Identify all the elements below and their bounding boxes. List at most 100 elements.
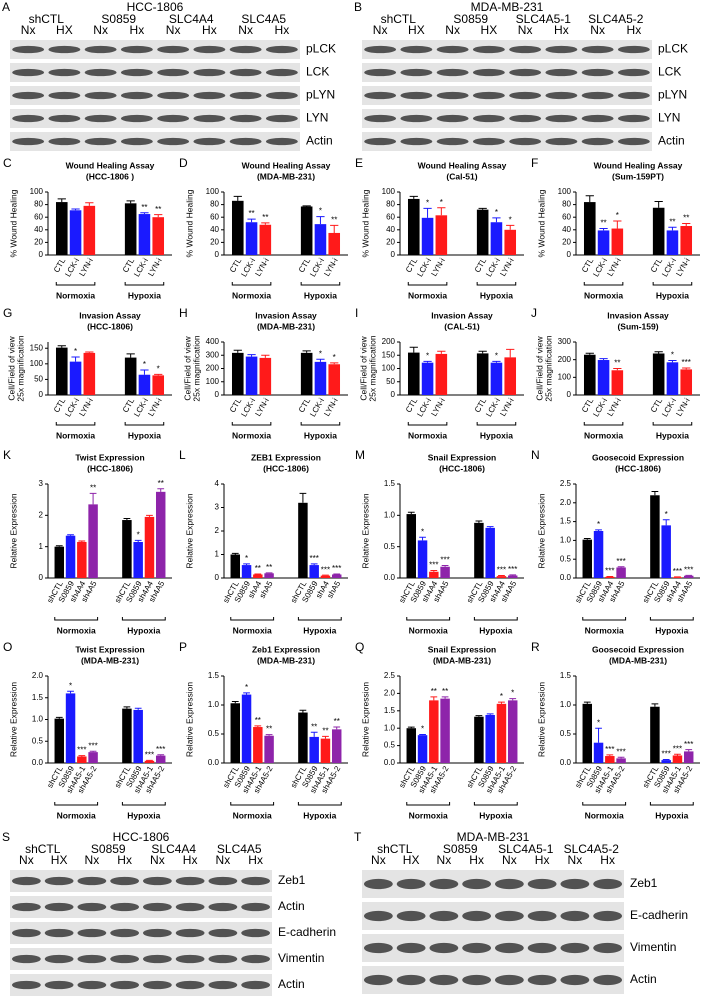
- significance: ***: [605, 745, 614, 754]
- band: [84, 114, 117, 123]
- group-label: Normoxia: [232, 290, 271, 300]
- error-bar: [126, 200, 135, 204]
- band: [110, 902, 140, 912]
- panel-letter: K: [3, 448, 11, 462]
- band: [364, 137, 397, 146]
- blot-group: S0859: [453, 12, 488, 26]
- y-tick-label: 20: [386, 238, 395, 247]
- bar: [440, 698, 450, 763]
- band: [84, 45, 117, 54]
- band: [364, 68, 397, 77]
- significance: **: [683, 214, 689, 223]
- group-label: Normoxia: [584, 290, 623, 300]
- panel-letter: S: [2, 830, 10, 844]
- blot-group: SLC4A5-2: [588, 12, 644, 26]
- significance: *: [511, 689, 514, 698]
- band: [472, 45, 505, 54]
- band: [429, 974, 459, 986]
- band: [472, 114, 505, 123]
- y-axis-label: % Wound Healing: [536, 189, 546, 257]
- band: [617, 137, 650, 146]
- y-tick-label: 0.0: [560, 758, 572, 767]
- x-tick-label: LYN-i: [429, 396, 447, 418]
- group-label: Normoxia: [57, 625, 96, 635]
- band: [208, 902, 238, 912]
- band: [617, 45, 650, 54]
- x-tick-label: LYN-i: [146, 256, 164, 278]
- band: [193, 68, 226, 77]
- y-tick-label: 0: [567, 390, 572, 399]
- blot-row-label: Zeb1: [278, 873, 306, 887]
- blot-lane: Hx: [554, 23, 569, 37]
- blot-row-label: Vimentin: [278, 951, 324, 965]
- bar: [582, 539, 593, 578]
- error-bar: [233, 349, 242, 353]
- bar: [650, 495, 660, 578]
- band: [363, 942, 393, 954]
- blot-lane: Nx: [238, 23, 253, 37]
- band: [617, 68, 650, 77]
- y-tick-label: 0.0: [208, 758, 220, 767]
- panel-letter: G: [3, 306, 12, 320]
- chart-title: Wound Healing Assay: [594, 160, 683, 170]
- band: [229, 45, 262, 54]
- significance: *: [426, 198, 429, 207]
- band: [617, 114, 650, 123]
- blot-lane: Hx: [469, 853, 484, 867]
- significance: ***: [673, 567, 682, 576]
- band: [120, 91, 153, 100]
- y-tick-label: 0: [39, 250, 44, 259]
- y-tick-label: 80: [210, 200, 219, 209]
- band: [110, 876, 140, 886]
- blot-row-label: pLCK: [658, 42, 688, 56]
- group-bracket: [652, 282, 693, 286]
- x-tick-label: LYN-i: [253, 396, 271, 418]
- band: [509, 45, 542, 54]
- band: [77, 954, 107, 964]
- blot-row-label: E-cadherin: [630, 908, 688, 922]
- error-bar: [157, 488, 165, 492]
- significance: *: [421, 725, 424, 734]
- group-label: Normoxia: [56, 290, 95, 300]
- band: [193, 114, 226, 123]
- band: [429, 878, 459, 890]
- error-bar: [140, 369, 149, 375]
- band: [494, 910, 524, 922]
- chart-title: Twist Expression: [75, 644, 144, 654]
- y-tick-label: 1.5: [560, 671, 572, 680]
- error-bar: [682, 223, 691, 227]
- blot-lane: Hx: [130, 23, 145, 37]
- panel-letter: R: [531, 640, 540, 654]
- chart-subtitle: (Sum-159): [617, 321, 658, 331]
- error-bar: [419, 733, 426, 736]
- group-bracket: [473, 617, 518, 621]
- band: [12, 45, 45, 54]
- blot-lane: Nx: [93, 23, 108, 37]
- error-bar: [316, 216, 325, 225]
- chart-subtitle: (MDA-MB-231): [609, 655, 667, 665]
- bar: [672, 577, 683, 578]
- band: [193, 137, 226, 146]
- blot-group: S0859: [91, 842, 126, 856]
- error-bar: [71, 208, 80, 211]
- y-tick-label: 0.5: [208, 729, 220, 738]
- significance: *: [665, 510, 668, 519]
- bar: [55, 202, 68, 255]
- significance: *: [245, 554, 248, 563]
- significance: ***: [616, 747, 625, 756]
- bar: [253, 727, 263, 763]
- error-bar: [233, 195, 242, 201]
- blot-strip: [362, 132, 652, 151]
- band: [120, 68, 153, 77]
- band: [157, 114, 190, 123]
- band: [110, 928, 140, 938]
- error-bar: [123, 517, 131, 521]
- group-bracket: [231, 422, 272, 426]
- band: [265, 45, 298, 54]
- blot-lane: HX: [481, 23, 498, 37]
- significance: *: [421, 527, 424, 536]
- band: [11, 928, 41, 938]
- error-bar: [674, 753, 681, 756]
- group-bracket: [55, 282, 96, 286]
- bar: [605, 576, 615, 578]
